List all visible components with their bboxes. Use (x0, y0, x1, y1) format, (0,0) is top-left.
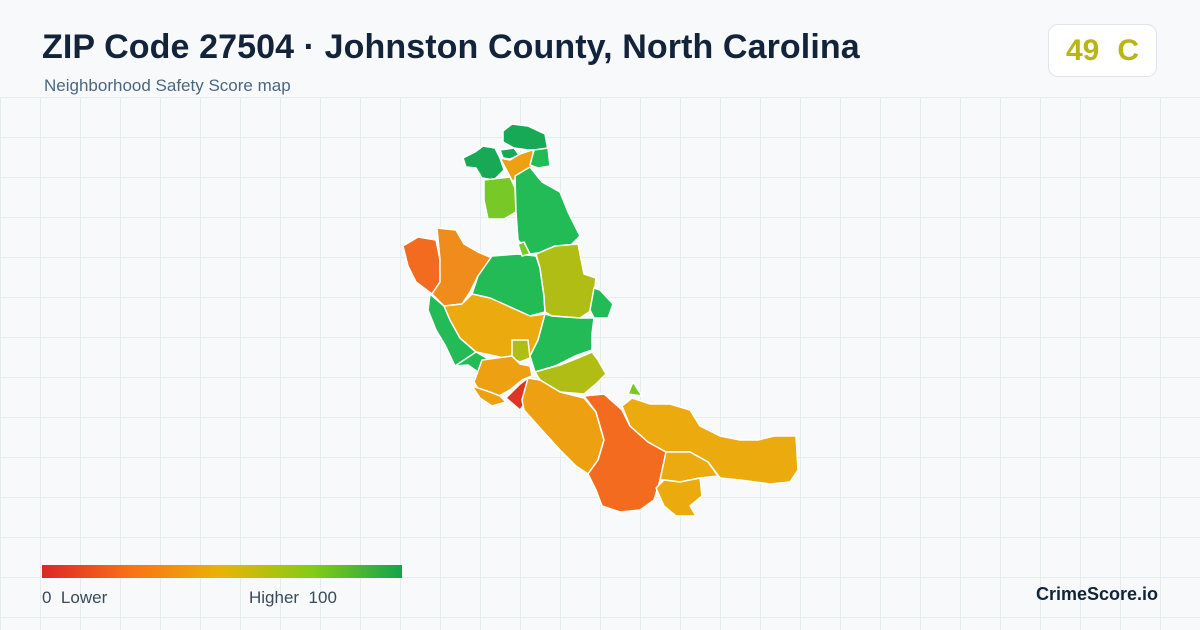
legend-color-scale (42, 565, 402, 578)
region-north-long[interactable] (514, 166, 581, 255)
region-south-tail[interactable] (655, 477, 703, 517)
region-north-east[interactable] (529, 147, 551, 169)
region-east-green[interactable] (529, 313, 595, 373)
region-north-top[interactable] (502, 123, 549, 151)
page-title: ZIP Code 27504 · Johnston County, North … (42, 28, 860, 66)
legend-high-label: Higher 100 (249, 588, 337, 608)
region-north-west[interactable] (462, 145, 505, 181)
region-east-edge[interactable] (589, 287, 614, 319)
legend-high-text: Higher (249, 588, 300, 607)
region-west-band[interactable] (431, 227, 493, 307)
region-southwest-lobe[interactable] (471, 385, 507, 407)
brand-logo-text[interactable]: CrimeScore.io (1035, 584, 1158, 604)
legend-low-value: 0 (42, 588, 52, 607)
legend-low-label: 0 Lower (42, 588, 107, 608)
region-west-tip[interactable] (402, 236, 441, 295)
safety-score-badge: 49 C (1048, 24, 1157, 77)
score-grade: C (1117, 33, 1140, 67)
region-east-olive[interactable] (535, 243, 597, 319)
region-central-green[interactable] (471, 253, 546, 317)
page-subtitle: Neighborhood Safety Score map (44, 76, 291, 95)
region-small-olive[interactable] (511, 339, 531, 363)
region-south-orange[interactable] (521, 377, 605, 475)
region-small-lime-east[interactable] (627, 381, 643, 397)
score-value: 49 (1065, 33, 1100, 67)
region-north-lime[interactable] (483, 176, 517, 220)
region-tiny-lime[interactable] (517, 241, 531, 257)
legend-low-text: Lower (60, 588, 108, 607)
legend-high-value: 100 (308, 588, 337, 607)
